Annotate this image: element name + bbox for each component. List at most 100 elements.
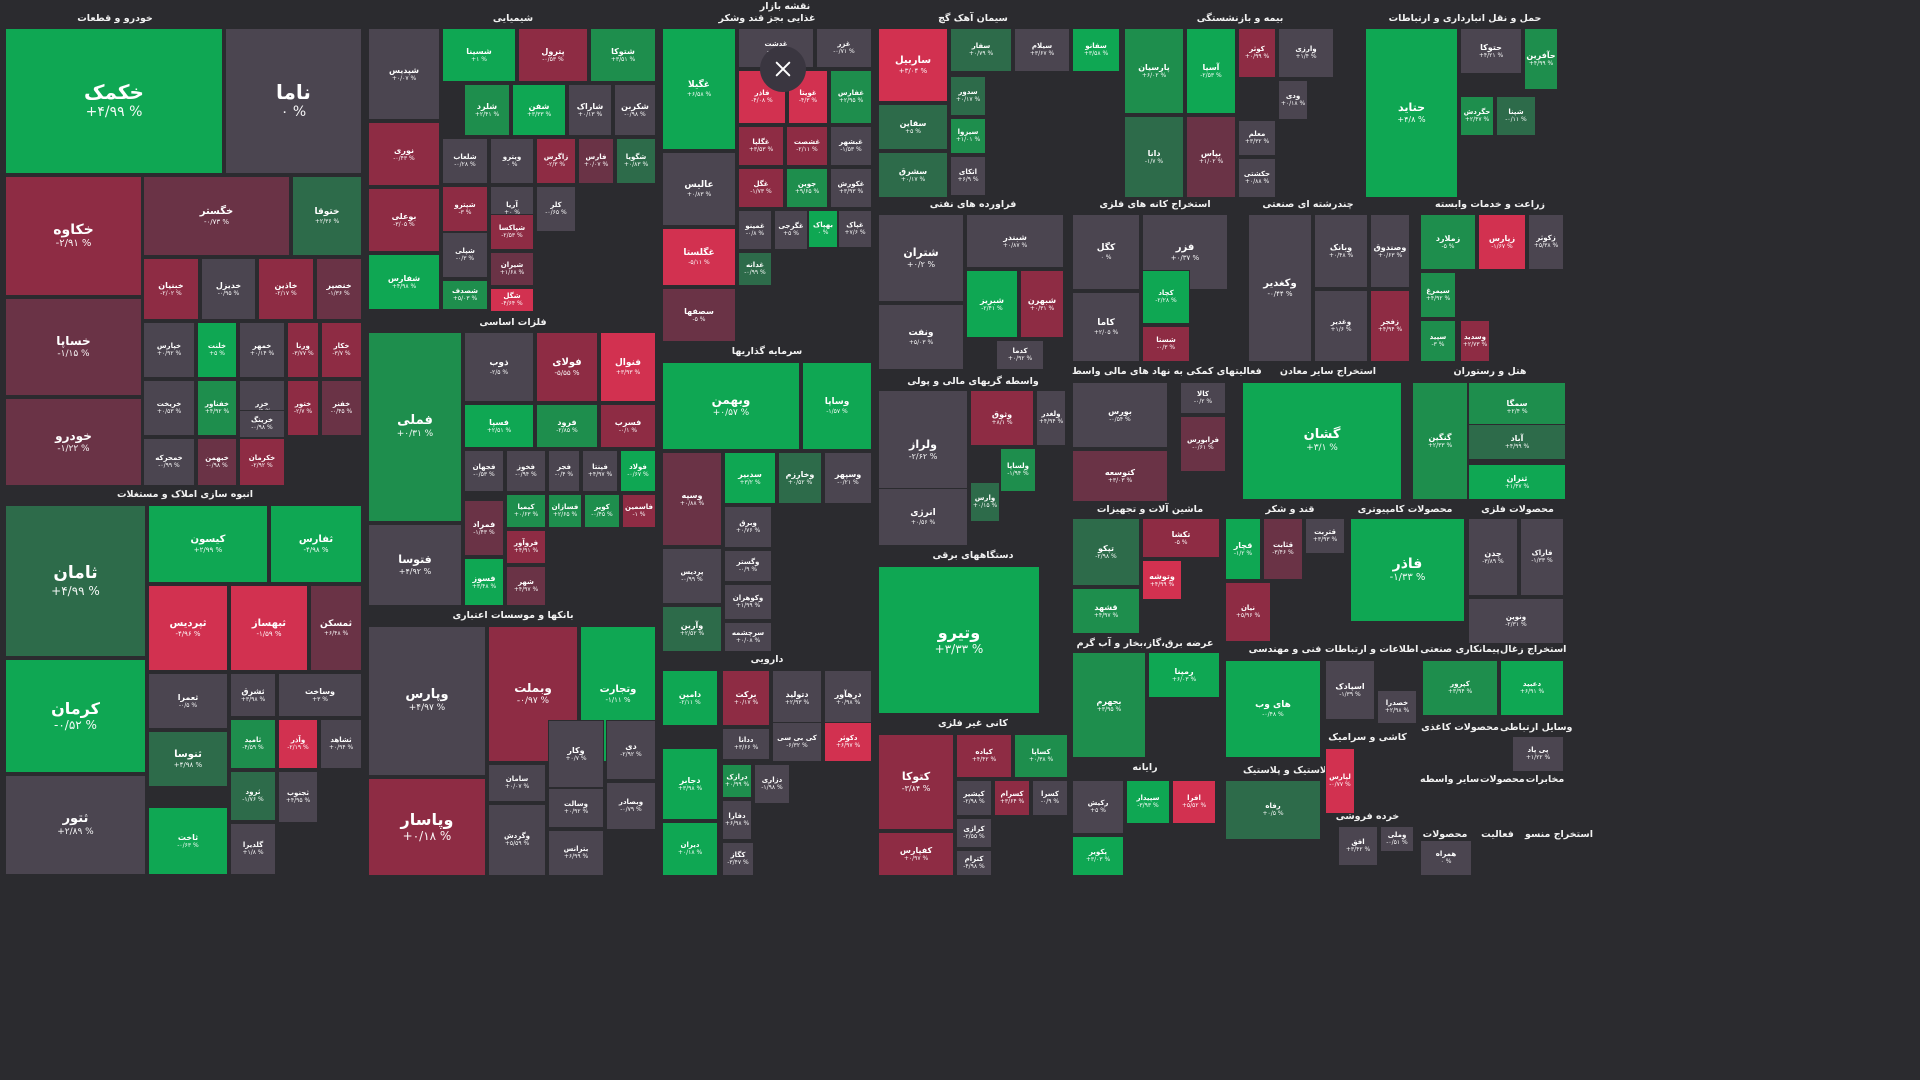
symbol-tile[interactable]: انرژی +۰/۵۶ % xyxy=(878,488,968,546)
symbol-tile[interactable]: دتولید +۲/۹۳ % xyxy=(772,670,822,726)
symbol-tile[interactable]: وآرین +۲/۵۲ % xyxy=(662,606,722,652)
symbol-tile[interactable]: شفارس +۴/۹۸ % xyxy=(368,254,440,310)
symbol-tile[interactable]: غبشهر -۱/۵۳ % xyxy=(830,126,872,166)
symbol-tile[interactable]: رفاه +۰/۵ % xyxy=(1225,780,1321,840)
symbol-tile[interactable]: عالیس +۰/۸۳ % xyxy=(662,152,736,226)
symbol-tile[interactable]: فسوز +۳/۴۸ % xyxy=(464,558,504,606)
symbol-tile[interactable]: شفن +۳/۳۳ % xyxy=(512,84,566,136)
symbol-tile[interactable]: شتوکا +۳/۵۱ % xyxy=(590,28,656,82)
symbol-tile[interactable]: سیلام +۳/۶۷ % xyxy=(1014,28,1070,72)
symbol-tile[interactable]: افق +۳/۴۲ % xyxy=(1338,826,1378,866)
symbol-tile[interactable]: شبریز -۲/۴۱ % xyxy=(966,270,1018,338)
symbol-tile[interactable]: شیران +۱/۶۸ % xyxy=(490,252,534,286)
symbol-tile[interactable]: خساپا -۱/۱۵ % xyxy=(5,298,142,396)
symbol-tile[interactable]: کتوسعه +۳/۰۳ % xyxy=(1072,450,1168,502)
symbol-tile[interactable]: ثرود -۱/۷۶ % xyxy=(230,771,276,821)
symbol-tile[interactable]: خگستر -۰/۷۳ % xyxy=(143,176,290,256)
symbol-tile[interactable]: وساخت +۳ % xyxy=(278,673,362,717)
symbol-tile[interactable]: آسیا -۲/۵۳ % xyxy=(1186,28,1236,114)
symbol-tile[interactable]: بوعلی -۳/۰۵ % xyxy=(368,188,440,252)
symbol-tile[interactable]: بهپاک ۰ % xyxy=(808,210,838,248)
symbol-tile[interactable]: دکوثر +۶/۹۷ % xyxy=(824,722,872,762)
symbol-tile[interactable]: کپرور +۳/۹۴ % xyxy=(1422,660,1498,716)
symbol-tile[interactable]: وبصادر -۰/۷۹ % xyxy=(606,782,656,830)
symbol-tile[interactable]: غگیلا +۶/۵۸ % xyxy=(662,28,736,150)
symbol-tile[interactable]: حآفرین +۴/۹۹ % xyxy=(1524,28,1558,90)
symbol-tile[interactable]: شگل -۴/۶۴ % xyxy=(490,288,534,312)
symbol-tile[interactable]: سیمرغ +۴/۹۲ % xyxy=(1420,272,1456,318)
symbol-tile[interactable]: معلم +۳/۳۲ % xyxy=(1238,120,1276,156)
symbol-tile[interactable]: فنوال +۳/۹۳ % xyxy=(600,332,656,402)
symbol-tile[interactable]: رکیش +۵ % xyxy=(1072,780,1124,834)
symbol-tile[interactable]: ثپردیس -۴/۹۶ % xyxy=(148,585,228,671)
symbol-tile[interactable]: کیاده +۴/۴۲ % xyxy=(956,734,1012,778)
symbol-tile[interactable]: پی پاد +۱/۲۲ % xyxy=(1512,736,1564,772)
symbol-tile[interactable]: فاسمین -۱ % xyxy=(622,494,656,528)
symbol-tile[interactable]: غمینو -۰/۸ % xyxy=(738,210,772,250)
symbol-tile[interactable]: کلر -۰/۶۵ % xyxy=(536,186,576,232)
symbol-tile[interactable]: خکار -۳/۷ % xyxy=(321,322,362,378)
symbol-tile[interactable]: کیمیا +۰/۶۳ % xyxy=(506,494,546,528)
symbol-tile[interactable]: حکشتی +۰/۸۸ % xyxy=(1238,158,1276,198)
symbol-tile[interactable]: وپارس +۴/۹۷ % xyxy=(368,626,486,776)
symbol-tile[interactable]: فتوسا +۴/۹۲ % xyxy=(368,524,462,606)
symbol-tile[interactable]: فمراد -۱/۴۳ % xyxy=(464,500,504,556)
symbol-tile[interactable]: خکاوه -۲/۹۱ % xyxy=(5,176,142,296)
symbol-tile[interactable]: فملی +۰/۳۱ % xyxy=(368,332,462,522)
symbol-tile[interactable]: وکغدیر -۰/۴۴ % xyxy=(1248,214,1312,362)
symbol-tile[interactable]: خدیزل -۰/۹۵ % xyxy=(201,258,256,320)
symbol-tile[interactable]: کسرا -۰/۹ % xyxy=(1032,780,1068,816)
symbol-tile[interactable]: بجهرم +۳/۹۵ % xyxy=(1072,652,1146,758)
symbol-tile[interactable]: کساپا +۰/۳۸ % xyxy=(1014,734,1068,778)
symbol-tile[interactable]: ثعمرا -۰/۵ % xyxy=(148,673,228,729)
symbol-tile[interactable]: ثامان +۴/۹۹ % xyxy=(5,505,146,657)
symbol-tile[interactable]: وگستر -۰/۹ % xyxy=(724,550,772,582)
symbol-tile[interactable]: ثمسکن +۶/۴۸ % xyxy=(310,585,362,671)
symbol-tile[interactable]: خفنر -۰/۴۵ % xyxy=(321,380,362,436)
symbol-tile[interactable]: فجهان -۰/۵۳ % xyxy=(464,450,504,492)
symbol-tile[interactable]: فولاد -۰/۶۷ % xyxy=(620,450,656,492)
symbol-tile[interactable]: فپنتا +۴/۹۷ % xyxy=(582,450,618,492)
symbol-tile[interactable]: وغدیر +۱/۶ % xyxy=(1314,290,1368,362)
symbol-tile[interactable]: کدما +۰/۹۲ % xyxy=(996,340,1044,370)
symbol-tile[interactable]: شپلی -۰/۳ % xyxy=(442,232,488,278)
symbol-tile[interactable]: بترانس +۶/۹۹ % xyxy=(548,830,604,876)
symbol-tile[interactable]: دامین -۲/۱۱ % xyxy=(662,670,718,726)
symbol-tile[interactable]: غشصت -۲/۱۱ % xyxy=(786,126,828,166)
symbol-tile[interactable]: ویترو ۰ % xyxy=(490,138,534,184)
symbol-tile[interactable]: پترول -۰/۵۳ % xyxy=(518,28,588,82)
symbol-tile[interactable]: حتوکا +۴/۲۱ % xyxy=(1460,28,1522,74)
symbol-tile[interactable]: شکربن -۰/۹۸ % xyxy=(614,84,656,136)
symbol-tile[interactable]: فخوز -۰/۹۴ % xyxy=(506,450,546,492)
symbol-tile[interactable]: وخارزم +۰/۵۲ % xyxy=(778,452,822,504)
symbol-tile[interactable]: سپید -۳ % xyxy=(1420,320,1456,362)
symbol-tile[interactable]: های وب -۰/۴۸ % xyxy=(1225,660,1321,758)
symbol-tile[interactable]: دفارا +۶/۹۸ % xyxy=(722,800,752,840)
symbol-tile[interactable]: خمحرکه -۰/۹۹ % xyxy=(143,438,195,486)
symbol-tile[interactable]: ختور -۲/۷ % xyxy=(287,380,319,436)
symbol-tile[interactable]: کفپارس +۰/۹۷ % xyxy=(878,832,954,876)
symbol-tile[interactable]: ثاخت -۰/۶۳ % xyxy=(148,807,228,875)
symbol-tile[interactable]: دزاری -۱/۹۸ % xyxy=(754,764,790,804)
symbol-tile[interactable]: شگویا +۰/۸۳ % xyxy=(616,138,656,184)
symbol-tile[interactable]: دانا -۱/۷ % xyxy=(1124,116,1184,198)
symbol-tile[interactable]: سیزوا +۱/۰۱ % xyxy=(950,118,986,154)
symbol-tile[interactable]: دعبید +۶/۹۱ % xyxy=(1500,660,1564,716)
symbol-tile[interactable]: خنصیر -۱/۳۶ % xyxy=(316,258,362,320)
symbol-tile[interactable]: ثنران +۱/۴۷ % xyxy=(1468,464,1566,500)
symbol-tile[interactable]: ونفت +۵/۰۳ % xyxy=(878,304,964,370)
symbol-tile[interactable]: خپارس +۰/۹۲ % xyxy=(143,322,195,378)
symbol-tile[interactable]: شصدف +۵/۰۳ % xyxy=(442,280,488,310)
symbol-tile[interactable]: فسازان +۲/۶۵ % xyxy=(548,494,582,528)
symbol-tile[interactable]: خبنیان -۲/۰۲ % xyxy=(143,258,199,320)
symbol-tile[interactable]: نیان +۵/۹۶ % xyxy=(1225,582,1271,642)
symbol-tile[interactable]: سصفها -۵ % xyxy=(662,288,736,342)
symbol-tile[interactable]: لپارس -۰/۷۷ % xyxy=(1325,748,1355,814)
symbol-tile[interactable]: پکویر +۳/۰۳ % xyxy=(1072,836,1124,876)
symbol-tile[interactable]: خلنت +۵ % xyxy=(197,322,237,378)
symbol-tile[interactable]: ثامید -۴/۵۹ % xyxy=(230,719,276,769)
symbol-tile[interactable]: قتربت +۳/۹۳ % xyxy=(1305,518,1345,554)
symbol-tile[interactable]: کاما +۲/۰۵ % xyxy=(1072,292,1140,362)
symbol-tile[interactable]: پارسیان +۶/۰۲ % xyxy=(1124,28,1184,114)
symbol-tile[interactable]: تپکو -۲/۹۸ % xyxy=(1072,518,1140,586)
